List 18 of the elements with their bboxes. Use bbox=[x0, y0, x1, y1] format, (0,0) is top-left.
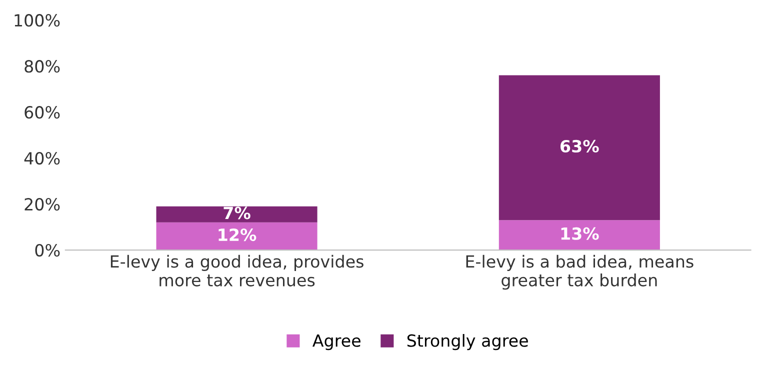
y-tick-label: 0% bbox=[35, 244, 60, 257]
y-tick-label: 20% bbox=[24, 198, 60, 211]
bar bbox=[498, 220, 660, 250]
data-label: 63% bbox=[560, 140, 599, 153]
bar bbox=[156, 206, 318, 222]
y-tick-label: 100% bbox=[14, 14, 60, 27]
bar bbox=[498, 75, 660, 220]
data-label: 12% bbox=[218, 228, 256, 242]
data-label: 13% bbox=[561, 227, 599, 240]
data-label: 7% bbox=[224, 206, 250, 220]
x-tick-label: E-levy is a bad idea, means greater tax burden bbox=[466, 254, 694, 290]
y-tick-label: 40% bbox=[24, 152, 60, 165]
x-tick-label: E-levy is a good idea, provides more tax revenues bbox=[110, 254, 364, 286]
y-tick-label: 80% bbox=[24, 60, 60, 73]
legend-label: Agree bbox=[312, 334, 360, 350]
legend-label: Strongly agree bbox=[407, 334, 528, 350]
bar bbox=[156, 222, 318, 250]
y-tick-label: 60% bbox=[24, 106, 60, 119]
